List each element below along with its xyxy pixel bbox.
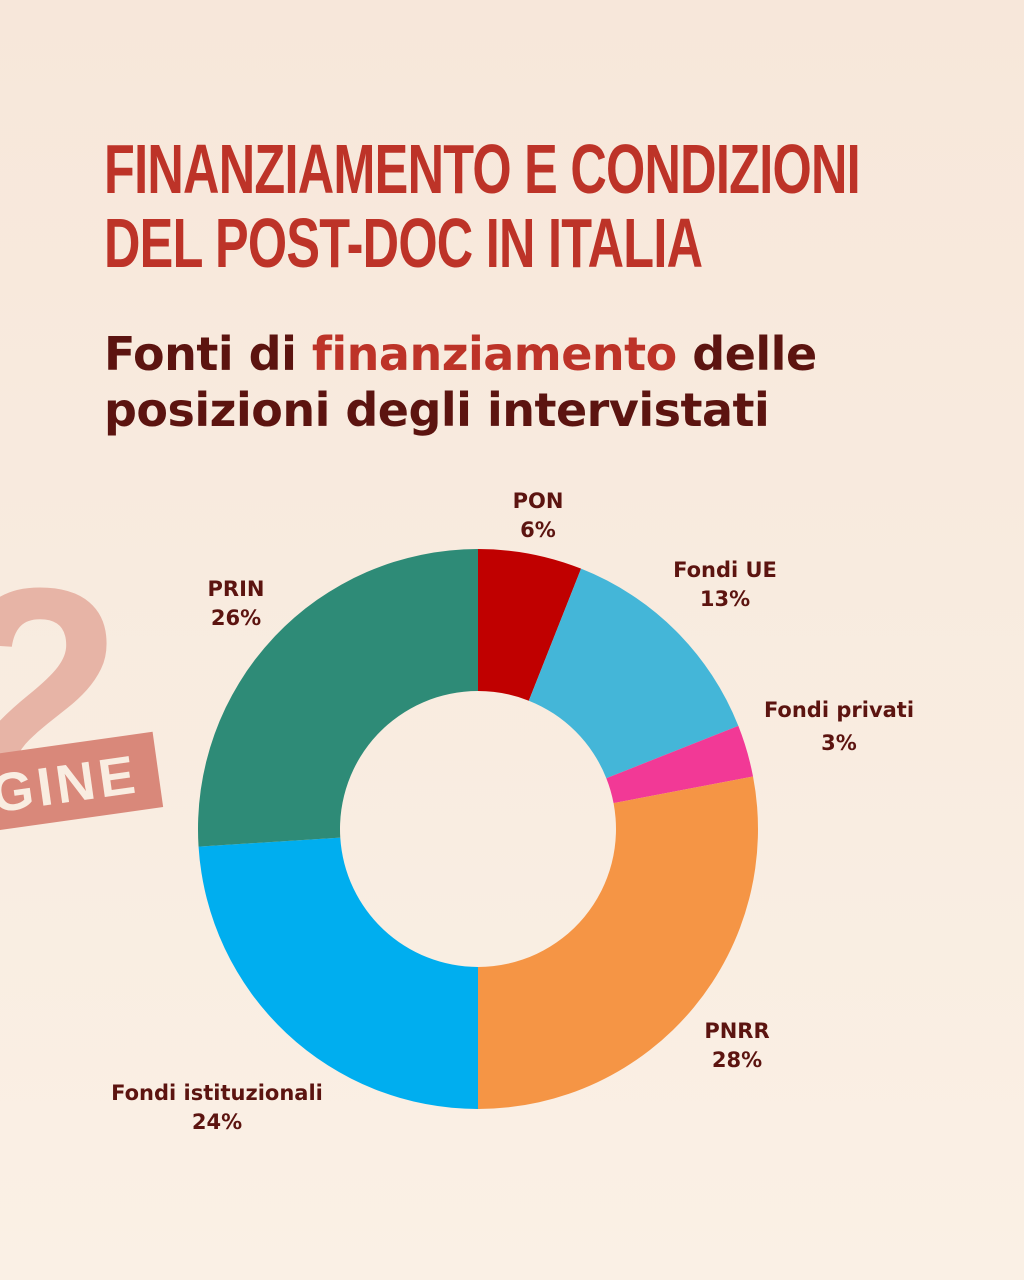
slice-label: Fondi privati: [764, 698, 914, 722]
subtitle-part-2: delle: [676, 327, 817, 381]
slice-value-label: 26%: [211, 606, 261, 630]
slice-pon: [478, 549, 582, 701]
slice-value-label: 24%: [192, 1110, 242, 1134]
slice-value-label: 3%: [821, 731, 857, 755]
donut-chart: PON 6% Fondi UE 13% Fondi privati 3% PNRR 28% Fo…: [111, 489, 914, 1134]
slice-pnrr: [478, 776, 758, 1109]
subtitle-part-1: Fonti di: [104, 327, 312, 381]
slice-prin: [198, 549, 478, 847]
slice-label: PRIN: [208, 577, 265, 601]
slice-label: Fondi UE: [673, 558, 777, 582]
subtitle-line-2: posizioni degli intervistati: [104, 383, 770, 437]
page-title: FINANZIAMENTO E CONDIZIONI DEL POST-DOC …: [104, 130, 861, 282]
slice-label: PNRR: [704, 1019, 769, 1043]
title-line-1: FINANZIAMENTO E CONDIZIONI: [104, 130, 861, 208]
title-line-2: DEL POST-DOC IN ITALIA: [104, 204, 703, 282]
chart-subtitle: Fonti di finanziamento delle posizioni d…: [104, 326, 964, 438]
slice-label: PON: [513, 489, 564, 513]
slice-labels: PON 6% Fondi UE 13% Fondi privati 3% PNRR 28% Fo…: [111, 489, 914, 1134]
slice-value-label: 6%: [520, 518, 556, 542]
subtitle-highlight: finanziamento: [311, 327, 677, 381]
slice-label: Fondi istituzionali: [111, 1081, 323, 1105]
slice-fondi-ue: [528, 568, 739, 779]
slice-fondi-privati: [606, 725, 754, 804]
slice-value-label: 28%: [712, 1048, 762, 1072]
donut-slices: [198, 549, 758, 1109]
slice-value-label: 13%: [700, 587, 750, 611]
slice-fondi-istituzionali: [198, 837, 478, 1109]
